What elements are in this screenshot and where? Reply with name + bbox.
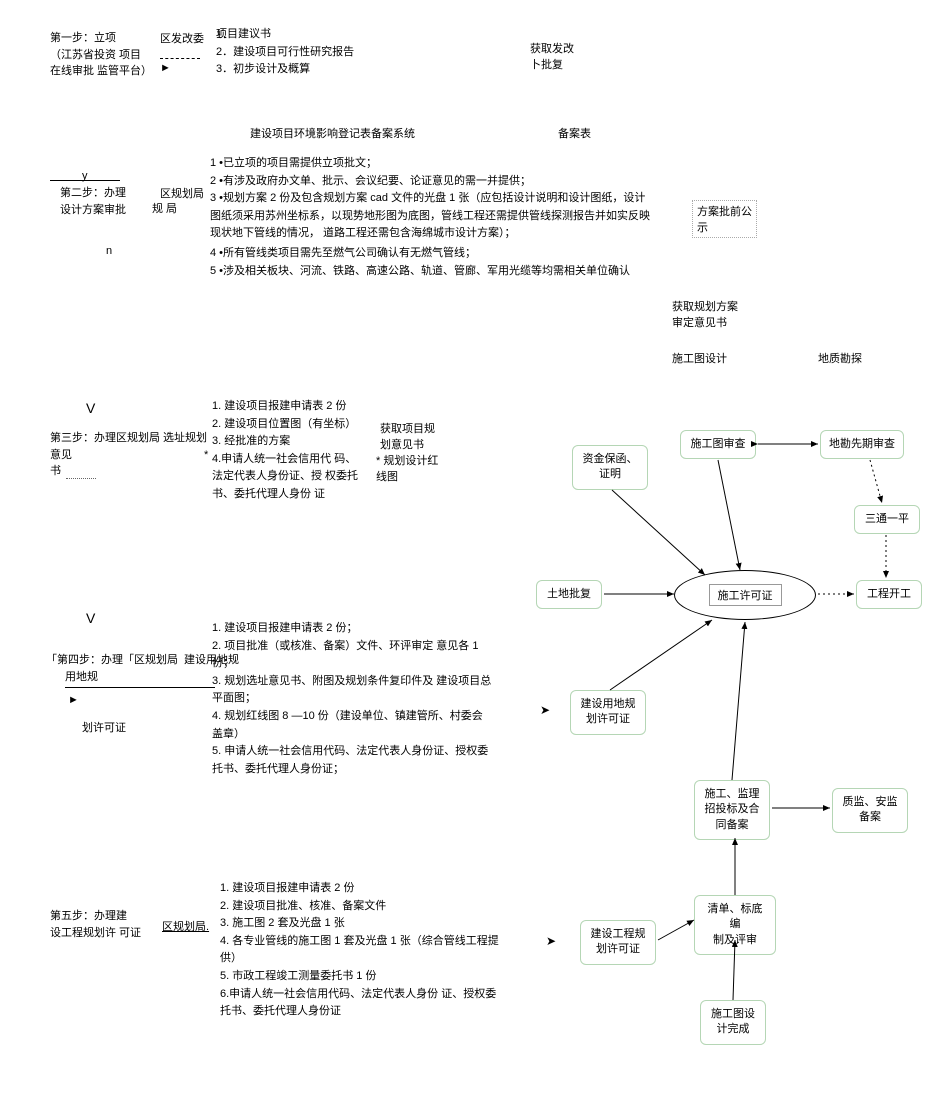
envsys-label: 建设项目环境影响登记表备案系统	[250, 125, 415, 141]
n-mark: n	[106, 245, 112, 257]
step4-i5: 5. 申请人统一社会信用代码、法定代表人身份证、授权委托书、委托代理人身份证；	[212, 743, 492, 778]
step4-lt: 第四步：办理	[57, 654, 123, 666]
node-bid: 施工、监理 招投标及合 同备案	[694, 780, 770, 840]
node-geo: 地勘先期审查	[820, 430, 904, 459]
step4-ag: 区规划局	[134, 654, 178, 666]
step1-result: 获取发改 卜批复	[530, 40, 574, 72]
node-land: 土地批复	[536, 580, 602, 609]
step5-i4: 4. 各专业管线的施工图 1 套及光盘 1 张（综合管线工程提供）	[220, 933, 500, 968]
node-draw: 施工图审查	[680, 430, 756, 459]
step2-i1: 1 •已立项的项目需提供立项批文；	[210, 155, 650, 173]
envsys-result: 备案表	[558, 125, 591, 141]
step5-agency: 区规划局.	[162, 918, 209, 934]
step5-i3: 3. 施工图 2 套及光盘 1 张	[220, 915, 500, 933]
step3-i1: 1. 建设项目报建申请表 2 份	[212, 398, 362, 416]
step1-arrow-line	[160, 58, 200, 59]
step4-arrow-tip: ►	[68, 694, 79, 706]
step4-i1: 1. 建设项目报建申请表 2 份；	[212, 620, 492, 638]
node-eng: 工程开工	[856, 580, 922, 609]
step5-items: 1. 建设项目报建申请表 2 份 2. 建设项目批准、核准、备案文件 3. 施工…	[220, 880, 500, 1021]
step1-agency: 区发改委	[160, 30, 204, 46]
step5-i2: 2. 建设项目批准、核准、备案文件	[220, 898, 500, 916]
step3-items: 1. 建设项目报建申请表 2 份 2. 建设项目位置图（有坐标） 3. 经批准的…	[212, 398, 362, 504]
step2-i5: 5 •涉及相关板块、河流、铁路、高速公路、轨道、管廊、军用光缆等均需相关单位确认	[210, 263, 650, 281]
node-qa: 质监、安监 备案	[832, 788, 908, 833]
step4-i4: 4. 规划红线图 8 —10 份（建设单位、镇建管所、村委会盖章）	[212, 708, 492, 743]
v-mark-2: V	[86, 610, 95, 626]
step3-star: *	[204, 449, 208, 461]
step2-r4: 地质勘探	[818, 350, 862, 366]
step2-i2: 2 •有涉及政府办文单、批示、会议纪要、论证意见的需一并提供；	[210, 173, 650, 191]
big-arrow-1: ➤	[540, 703, 550, 717]
node-landp: 建设用地规 划许可证	[570, 690, 646, 735]
step1-items: 项目建议书 2．建设项目可行性研究报告 3．初步设计及概算	[216, 26, 396, 79]
step1-item-prefix: 1．	[216, 26, 233, 42]
step3-i2: 2. 建设项目位置图（有坐标）	[212, 416, 362, 434]
big-arrow-2: ➤	[546, 934, 556, 948]
node-fund: 资金保函、 证明	[572, 445, 648, 490]
step3-label: 第三步：办理区规划局 选址规划意见 书	[50, 430, 210, 480]
step4-lbl2: 用地规	[65, 668, 165, 684]
step3-dots	[66, 478, 96, 479]
step5-i6: 6.申请人统一社会信用代码、法定代表人身份 证、授权委托书、委托代理人身份证	[220, 986, 500, 1021]
step1-label: 第一步：立项 （江苏省投资 项目在线审批 监管平台）	[50, 30, 150, 80]
step5-i5: 5. 市政工程竣工测量委托书 1 份	[220, 968, 500, 986]
step3-i3: 3. 经批准的方案	[212, 433, 362, 451]
y-line	[50, 180, 120, 181]
step2-label: 第二步：办理 设计方案审批	[60, 185, 160, 218]
step3-r2: * 规划设计红 线图	[376, 452, 438, 484]
step4-labelbot: 划许可证	[82, 720, 126, 737]
step2-r1: 方案批前公 示	[692, 200, 757, 238]
step2-agency1: 区规划局	[160, 185, 204, 201]
step2-i3: 3 •规划方案 2 份及包含规划方案 cad 文件的光盘 1 张（应包括设计说明…	[210, 190, 650, 243]
step4-items: 1. 建设项目报建申请表 2 份； 2. 项目批准（或核准、备案）文件、环评审定…	[212, 620, 492, 778]
node-permit: 施工许可证	[674, 570, 816, 620]
step5-label: 第五步：办理建 设工程规划许 可证	[50, 908, 150, 941]
node-stp: 三通一平	[854, 505, 920, 534]
step4-line	[65, 687, 215, 688]
node-list: 清单、标底编 制及评审	[694, 895, 776, 955]
step4-i2: 2. 项目批准（或核准、备案）文件、环评审定 意见各 1 份；	[212, 638, 492, 673]
step1-item2: 建设项目可行性研究报告	[233, 46, 354, 58]
step3-i4: 4.申请人统一社会信用代 码、法定代表人身份证、授 权委托书、委托代理人身份 证	[212, 451, 362, 504]
step2-agency2: 规 局	[152, 200, 177, 216]
step5-i1: 1. 建设项目报建申请表 2 份	[220, 880, 500, 898]
step1-item3: 初步设计及概算	[233, 63, 310, 75]
v-mark-1: V	[86, 400, 95, 416]
node-dcmp: 施工图设 计完成	[700, 1000, 766, 1045]
step1-arrow-tip: ►	[160, 62, 171, 74]
step3-r1: 获取项目规 划意见书	[380, 420, 435, 452]
node-permit-label: 施工许可证	[709, 584, 782, 606]
node-engp: 建设工程规 划许可证	[580, 920, 656, 965]
step2-r3: 施工图设计	[672, 350, 727, 366]
step2-r2: 获取规划方案 审定意见书	[672, 298, 738, 330]
step4-i3: 3. 规划选址意见书、附图及规划条件复印件及 建设项目总平面图；	[212, 673, 492, 708]
step4-labeltop: 「第四步：办理「区规划局	[46, 652, 178, 669]
step2-items: 1 •已立项的项目需提供立项批文； 2 •有涉及政府办文单、批示、会议纪要、论证…	[210, 155, 650, 280]
step2-i4: 4 •所有管线类项目需先至燃气公司确认有无燃气管线；	[210, 245, 650, 263]
